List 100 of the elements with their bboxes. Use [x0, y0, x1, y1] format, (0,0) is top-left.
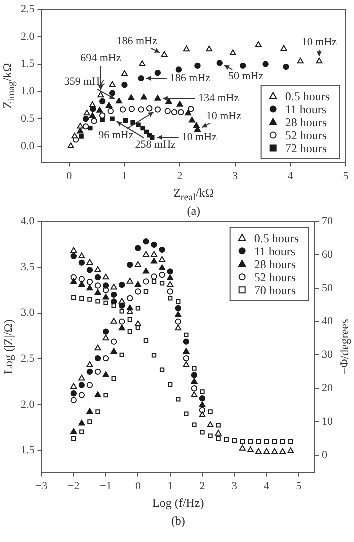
legend-label: 11 hours [285, 102, 327, 116]
x-tick-label: 1 [168, 480, 174, 492]
point [110, 284, 118, 290]
legend-label: 72 hours [285, 141, 328, 156]
point [86, 279, 94, 286]
point [206, 46, 213, 52]
y2-tick-label: 40 [322, 316, 334, 328]
point [78, 281, 86, 287]
point [280, 448, 286, 454]
annotation: 258 mHz [135, 138, 176, 151]
point [119, 318, 126, 325]
point [72, 295, 76, 300]
point [154, 70, 162, 76]
point [240, 439, 246, 444]
point [104, 300, 108, 306]
point [208, 434, 213, 438]
point [272, 439, 278, 444]
point [78, 374, 86, 381]
point [88, 297, 92, 302]
point [288, 448, 294, 454]
point [264, 439, 270, 444]
point [240, 62, 246, 70]
y-tick-label: 2.0 [21, 398, 36, 411]
point [120, 309, 124, 314]
point [185, 110, 192, 116]
y2-tick-label: 10 [322, 416, 334, 428]
point [150, 258, 158, 264]
point [175, 324, 182, 331]
point [184, 412, 189, 416]
point [208, 410, 213, 414]
point [159, 272, 166, 278]
legend-label: 0.5 hours [285, 89, 330, 104]
legend-label: 52 hours [254, 270, 296, 284]
point [142, 268, 150, 274]
point [160, 281, 165, 286]
point [168, 296, 173, 301]
point [175, 311, 182, 318]
point [199, 402, 206, 408]
point [199, 396, 206, 402]
x-axis-title: Log (f/Hz) [152, 496, 204, 511]
point [118, 298, 126, 304]
y-tick-label: 2.0 [21, 30, 36, 43]
x-tick-label: 5 [296, 480, 302, 492]
point [192, 422, 197, 428]
point [78, 260, 86, 266]
point [109, 81, 116, 88]
x-tick-label: −3 [36, 480, 48, 492]
point [94, 344, 102, 351]
point [122, 82, 128, 88]
point [128, 106, 136, 112]
point [262, 61, 269, 68]
x-tick-label: 2 [200, 480, 206, 492]
point [168, 382, 173, 388]
point [232, 438, 237, 444]
point [142, 251, 150, 258]
point [86, 259, 94, 265]
point [88, 420, 92, 424]
point [134, 281, 142, 288]
point [194, 62, 201, 70]
y-tick-label: 3.5 [21, 261, 36, 274]
annotation: 694 mHz [80, 52, 122, 65]
point [191, 386, 198, 392]
point [191, 372, 198, 378]
legend-label: 28 hours [254, 257, 296, 272]
point [144, 338, 149, 344]
point [86, 267, 94, 274]
point [255, 448, 262, 454]
point [109, 90, 116, 96]
point [151, 274, 158, 280]
annotation: 186 mHz [170, 72, 211, 84]
point [79, 134, 84, 139]
y-tick-label: 2.5 [21, 353, 36, 366]
point [94, 289, 102, 296]
point [175, 305, 182, 312]
point [188, 106, 194, 112]
point [94, 392, 102, 398]
x-tick-label: −2 [68, 480, 80, 492]
annotation: 186 mHz [116, 35, 158, 48]
y-tick-label: 1.0 [21, 86, 36, 98]
point [192, 366, 197, 371]
point [136, 122, 141, 128]
point [216, 436, 221, 442]
point [102, 282, 110, 289]
point [89, 112, 96, 118]
point [82, 116, 90, 122]
point [146, 106, 153, 112]
legend-label: 11 hours [254, 244, 296, 258]
point [94, 355, 102, 362]
point [89, 102, 96, 108]
point [134, 320, 142, 326]
point [72, 132, 78, 139]
point [164, 108, 171, 114]
point [118, 324, 126, 331]
annotation: 50 mHz [228, 70, 264, 83]
point [138, 106, 144, 113]
point [110, 292, 118, 298]
point [247, 446, 254, 453]
point [102, 274, 110, 280]
point [106, 102, 113, 108]
point [152, 353, 157, 358]
